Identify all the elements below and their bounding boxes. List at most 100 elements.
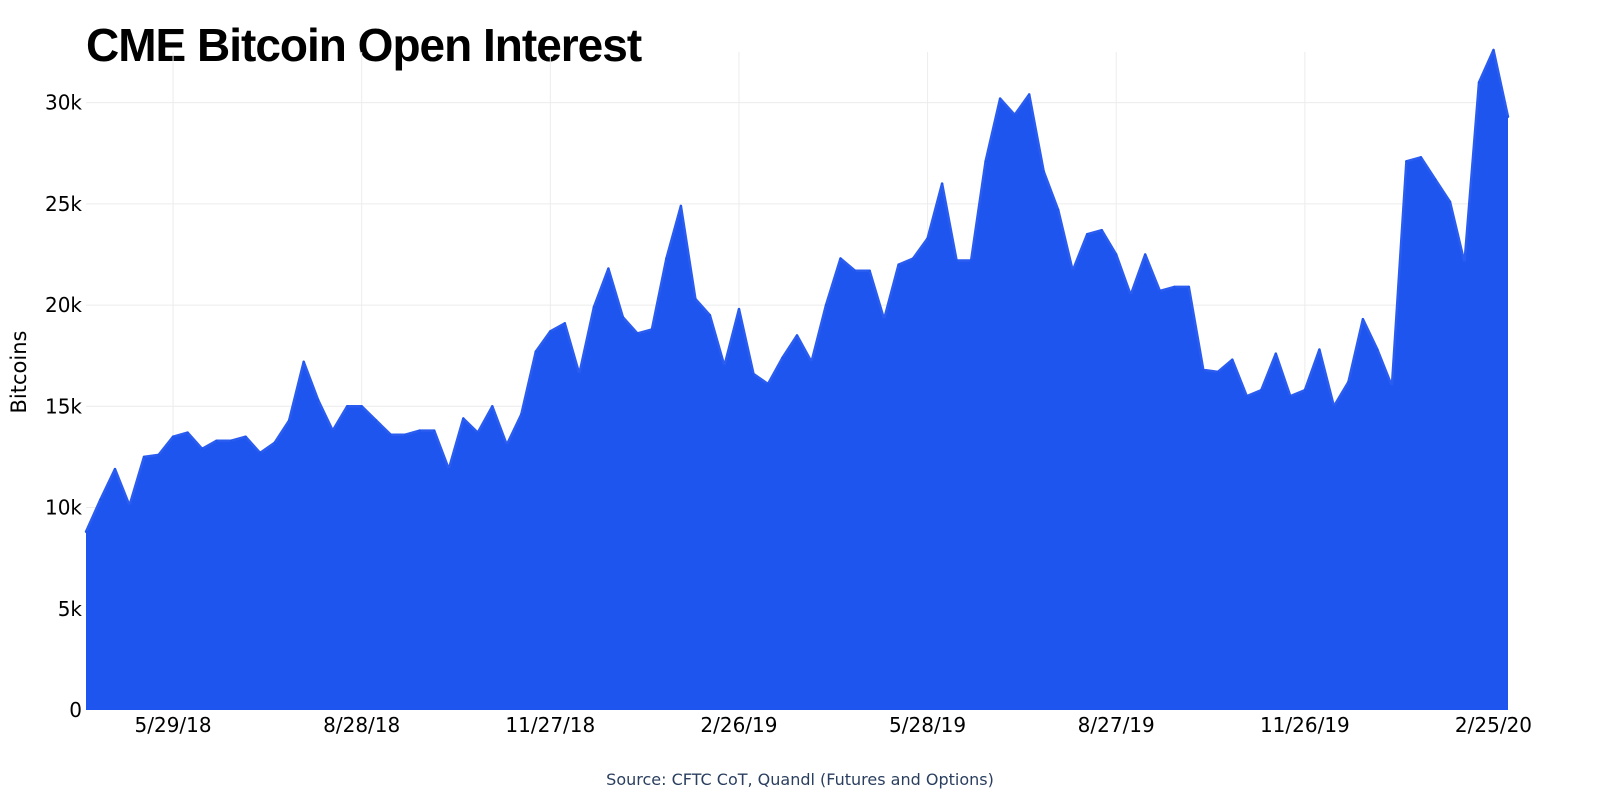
data-point	[1158, 289, 1162, 293]
data-point	[1173, 285, 1176, 289]
x-tick-label: 2/26/19	[700, 713, 777, 737]
data-point	[737, 307, 741, 311]
data-point	[1332, 405, 1336, 408]
data-point	[1100, 229, 1103, 232]
data-point	[665, 257, 668, 260]
data-point	[302, 360, 305, 363]
data-point	[1347, 380, 1350, 384]
data-point	[911, 257, 915, 260]
data-point	[1419, 156, 1423, 159]
data-point	[679, 204, 683, 208]
x-tick-label: 8/28/18	[323, 713, 400, 737]
data-point	[186, 431, 189, 434]
data-point	[1405, 160, 1408, 163]
data-point	[476, 431, 479, 434]
data-point	[1506, 115, 1510, 119]
data-point	[926, 237, 929, 240]
data-point	[1129, 293, 1132, 297]
data-point	[549, 330, 552, 333]
data-point	[1086, 233, 1089, 236]
data-point	[1463, 261, 1466, 264]
data-point	[389, 433, 392, 436]
data-point	[636, 332, 639, 335]
data-point	[998, 97, 1002, 100]
data-point	[462, 417, 465, 420]
data-point	[563, 322, 566, 325]
data-point	[1390, 384, 1394, 388]
data-point	[723, 364, 726, 367]
data-point	[868, 269, 871, 272]
data-point	[258, 451, 262, 455]
chart-title: CME Bitcoin Open Interest	[86, 19, 642, 71]
data-point	[375, 419, 378, 422]
data-point	[215, 439, 218, 442]
data-point	[839, 257, 842, 260]
data-point	[346, 405, 349, 408]
data-point	[1376, 348, 1379, 351]
data-point	[752, 372, 755, 376]
data-point	[940, 182, 944, 185]
data-point	[287, 419, 291, 422]
data-point	[317, 399, 320, 402]
data-point	[708, 314, 712, 317]
y-tick-label: 10k	[45, 496, 82, 520]
data-point	[1303, 388, 1307, 392]
data-point	[607, 267, 610, 270]
area-series	[84, 48, 1510, 710]
data-point	[592, 305, 596, 309]
data-point	[882, 318, 886, 321]
source-note: Source: CFTC CoT, Quandl (Futures and Op…	[606, 770, 994, 789]
data-point	[1028, 93, 1031, 96]
data-point	[273, 441, 276, 444]
data-point	[1289, 395, 1292, 398]
data-point	[578, 372, 581, 376]
y-tick-label: 25k	[45, 192, 82, 216]
y-tick-label: 20k	[45, 293, 82, 317]
data-point	[418, 429, 421, 432]
data-point	[404, 433, 407, 436]
x-tick-label: 2/25/20	[1455, 713, 1532, 737]
data-point	[984, 160, 987, 163]
x-tick-label: 11/26/19	[1260, 713, 1350, 737]
x-tick-label: 5/29/18	[135, 713, 212, 737]
y-axis-title: Bitcoins	[7, 331, 31, 414]
data-point	[1260, 388, 1263, 392]
data-point	[810, 360, 813, 363]
data-point	[969, 259, 973, 262]
y-tick-label: 30k	[45, 91, 82, 115]
y-tick-label: 15k	[45, 394, 82, 418]
data-point	[650, 328, 654, 331]
data-point	[84, 530, 88, 533]
data-point	[520, 413, 523, 416]
data-point	[1216, 370, 1220, 374]
x-tick-label: 11/27/18	[505, 713, 595, 737]
data-point	[781, 356, 784, 359]
data-point	[447, 467, 450, 471]
data-point	[1361, 318, 1365, 321]
data-point	[1187, 285, 1191, 289]
data-point	[1434, 178, 1437, 181]
data-point	[331, 429, 334, 432]
data-point	[1042, 170, 1045, 173]
data-point	[171, 435, 175, 438]
data-point	[1274, 352, 1278, 355]
data-point	[1448, 200, 1452, 203]
data-point	[824, 303, 828, 307]
data-point	[1492, 48, 1495, 52]
area-fill	[86, 50, 1508, 710]
y-axis: 0 5k 10k 15k 20k 25k 30k	[45, 91, 82, 722]
data-point	[1231, 358, 1234, 361]
data-point	[1057, 208, 1060, 212]
y-tick-label: 0	[69, 698, 82, 722]
data-point	[99, 498, 102, 501]
data-point	[897, 263, 900, 266]
data-point	[157, 453, 160, 457]
data-point	[853, 269, 857, 272]
data-point	[142, 455, 146, 459]
x-axis: 5/29/18 8/28/18 11/27/18 2/26/19 5/28/19 8/27…	[135, 713, 1533, 737]
data-point	[360, 405, 363, 408]
data-point	[1144, 253, 1147, 256]
data-point	[1013, 113, 1016, 117]
data-point	[1202, 368, 1205, 372]
